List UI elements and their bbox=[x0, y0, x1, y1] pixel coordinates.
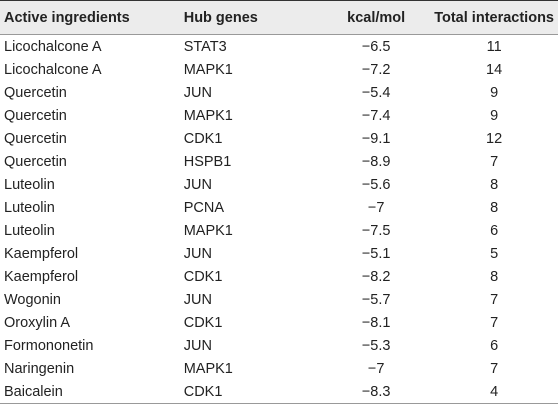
table-cell: 8 bbox=[490, 176, 499, 193]
table-cell: CDK1 bbox=[183, 314, 223, 331]
table-row: Wogonin JUN −5.7 7 bbox=[0, 288, 558, 311]
table-cell: Licochalcone A bbox=[4, 38, 102, 55]
header-cell: Hub genes bbox=[183, 9, 258, 26]
table-cell: −5.4 bbox=[361, 84, 391, 101]
table-cell: Kaempferol bbox=[4, 268, 79, 285]
table-cell: 4 bbox=[490, 383, 499, 400]
table-row: Licochalcone A MAPK1 −7.2 14 bbox=[0, 58, 558, 81]
table-cell: −9.1 bbox=[361, 130, 391, 147]
table-cell: MAPK1 bbox=[183, 61, 233, 78]
table-cell: MAPK1 bbox=[183, 222, 233, 239]
table-cell: −8.1 bbox=[361, 314, 391, 331]
header-cell: kcal/mol bbox=[347, 9, 406, 26]
table-cell: Quercetin bbox=[4, 107, 67, 124]
table-cell: JUN bbox=[183, 337, 212, 354]
table-header: Active ingredients Hub genes kcal/mol Total… bbox=[0, 0, 558, 35]
table-cell: −7.4 bbox=[361, 107, 391, 124]
table-cell: Naringenin bbox=[4, 360, 75, 377]
table-cell: HSPB1 bbox=[183, 153, 232, 170]
table-cell: −5.6 bbox=[361, 176, 391, 193]
table-row: Kaempferol CDK1 −8.2 8 bbox=[0, 265, 558, 288]
table-cell: 6 bbox=[490, 222, 499, 239]
table-cell: Baicalein bbox=[4, 383, 63, 400]
table-cell: Kaempferol bbox=[4, 245, 79, 262]
table-cell: CDK1 bbox=[183, 383, 223, 400]
table-cell: Oroxylin A bbox=[4, 314, 71, 331]
table-cell: Quercetin bbox=[4, 153, 67, 170]
table-cell: Formononetin bbox=[4, 337, 94, 354]
table-cell: −7 bbox=[367, 199, 385, 216]
table-row: Oroxylin A CDK1 −8.1 7 bbox=[0, 311, 558, 334]
table-cell: JUN bbox=[183, 245, 212, 262]
header-row: Active ingredients Hub genes kcal/mol Total… bbox=[0, 0, 558, 35]
table-cell: JUN bbox=[183, 291, 212, 308]
table-cell: CDK1 bbox=[183, 268, 223, 285]
table-cell: 7 bbox=[490, 153, 499, 170]
header-cell: Total interactions bbox=[434, 9, 554, 26]
table-cell: −7.5 bbox=[361, 222, 391, 239]
table-cell: 7 bbox=[490, 360, 499, 377]
table-cell: 14 bbox=[486, 61, 503, 78]
table-cell: −5.1 bbox=[361, 245, 391, 262]
table-cell: Quercetin bbox=[4, 130, 67, 147]
table-cell: Luteolin bbox=[4, 222, 55, 239]
table-cell: 8 bbox=[490, 199, 499, 216]
table-row: Licochalcone A STAT3 −6.5 11 bbox=[0, 35, 558, 59]
table-row: Quercetin MAPK1 −7.4 9 bbox=[0, 104, 558, 127]
table-row: Quercetin CDK1 −9.1 12 bbox=[0, 127, 558, 150]
table-cell: 11 bbox=[486, 38, 502, 55]
table-cell: 5 bbox=[490, 245, 499, 262]
table-cell: Licochalcone A bbox=[4, 61, 102, 78]
table-cell: Wogonin bbox=[4, 291, 61, 308]
table-cell: −8.2 bbox=[361, 268, 391, 285]
table-row: Formononetin JUN −5.3 6 bbox=[0, 334, 558, 357]
table-cell: Quercetin bbox=[4, 84, 67, 101]
table-cell: CDK1 bbox=[183, 130, 223, 147]
table-cell: STAT3 bbox=[183, 38, 227, 55]
table-cell: −8.9 bbox=[361, 153, 391, 170]
table-cell: −7 bbox=[367, 360, 385, 377]
table-row: Quercetin JUN −5.4 9 bbox=[0, 81, 558, 104]
table-cell: 9 bbox=[490, 84, 499, 101]
table-cell: 6 bbox=[490, 337, 499, 354]
table-cell: PCNA bbox=[183, 199, 225, 216]
table-row: Kaempferol JUN −5.1 5 bbox=[0, 242, 558, 265]
table-cell: JUN bbox=[183, 176, 212, 193]
table-cell: −5.7 bbox=[361, 291, 391, 308]
table-cell: Luteolin bbox=[4, 176, 55, 193]
table-cell: −6.5 bbox=[361, 38, 391, 55]
table-row: Luteolin PCNA −7 8 bbox=[0, 196, 558, 219]
table-cell: MAPK1 bbox=[183, 360, 233, 377]
table-body: Licochalcone A STAT3 −6.5 11 Licochalcone A M… bbox=[0, 35, 558, 404]
table-cell: −8.3 bbox=[361, 383, 391, 400]
table-row: Quercetin HSPB1 −8.9 7 bbox=[0, 150, 558, 173]
table-cell: MAPK1 bbox=[183, 107, 233, 124]
table-cell: 7 bbox=[490, 291, 499, 308]
table-row: Naringenin MAPK1 −7 7 bbox=[0, 357, 558, 380]
table-row: Luteolin JUN −5.6 8 bbox=[0, 173, 558, 196]
table-cell: −7.2 bbox=[361, 61, 391, 78]
table-row: Baicalein CDK1 −8.3 4 bbox=[0, 380, 558, 404]
table-cell: 12 bbox=[486, 130, 503, 147]
table-cell: Luteolin bbox=[4, 199, 55, 216]
table-cell: 7 bbox=[490, 314, 499, 331]
table-cell: 9 bbox=[490, 107, 499, 124]
table-cell: −5.3 bbox=[361, 337, 391, 354]
header-cell: Active ingredients bbox=[4, 9, 130, 26]
table-cell: 8 bbox=[490, 268, 499, 285]
table-cell: JUN bbox=[183, 84, 212, 101]
table-row: Luteolin MAPK1 −7.5 6 bbox=[0, 219, 558, 242]
